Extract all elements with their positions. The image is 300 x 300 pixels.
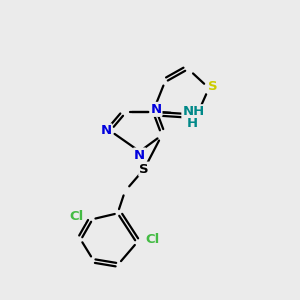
Text: Cl: Cl	[146, 233, 160, 246]
Text: NH: NH	[182, 105, 205, 118]
Text: N: N	[150, 103, 161, 116]
Text: S: S	[139, 163, 149, 176]
Text: N: N	[134, 148, 145, 161]
Text: N: N	[100, 124, 111, 137]
Text: H: H	[187, 117, 198, 130]
Text: Cl: Cl	[70, 210, 84, 223]
Text: S: S	[208, 80, 217, 93]
